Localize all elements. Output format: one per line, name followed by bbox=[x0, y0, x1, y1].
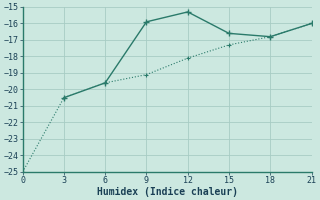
X-axis label: Humidex (Indice chaleur): Humidex (Indice chaleur) bbox=[97, 186, 237, 197]
